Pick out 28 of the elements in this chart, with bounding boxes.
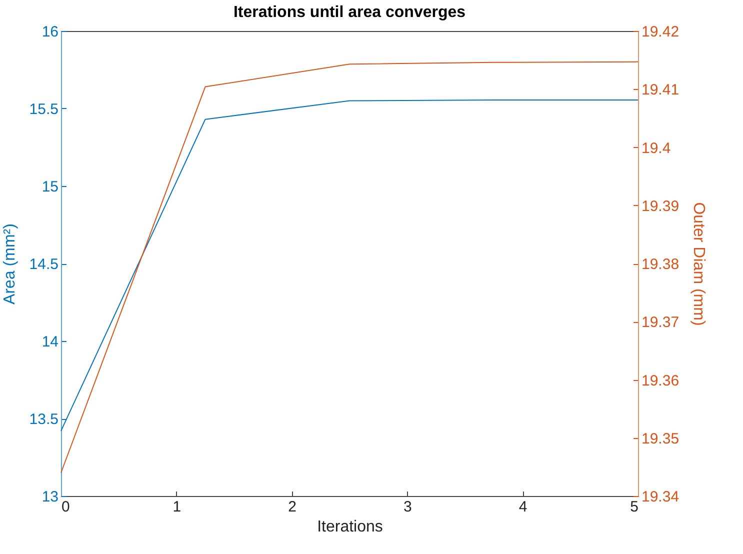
- x-tick-label: 4: [518, 498, 528, 516]
- y-tick-label: 13: [42, 488, 58, 506]
- y-tick-label: 14.5: [29, 256, 58, 273]
- y-tick-label: 15: [42, 178, 58, 196]
- y2-tick-label: 19.41: [642, 82, 680, 99]
- x-tick-label: 0: [62, 498, 70, 516]
- x-tick-label: 5: [630, 498, 638, 516]
- y2-tick-label: 19.39: [642, 198, 680, 215]
- y2-tick-label: 19.36: [642, 372, 680, 390]
- y-tick-label: 14: [42, 334, 58, 350]
- y-axis-title: Area (mm²): [1, 224, 18, 304]
- y-tick-label: 13.5: [29, 411, 58, 428]
- x-axis-title: Iterations: [317, 518, 383, 536]
- line-series: [60, 61, 638, 474]
- y2-tick-label: 19.34: [642, 488, 680, 506]
- y2-tick-label: 19.35: [642, 430, 680, 448]
- line-series: [60, 99, 638, 432]
- y-tick-label: 15.5: [29, 101, 58, 118]
- y2-axis-title: Outer Diam (mm): [690, 202, 708, 326]
- x-tick-label: 1: [172, 498, 182, 516]
- y2-tick-label: 19.42: [642, 24, 680, 40]
- x-tick-label: 3: [404, 498, 412, 516]
- y2-tick-label: 19.38: [642, 256, 680, 273]
- chart-title: Iterations until area converges: [233, 4, 466, 21]
- y2-tick-label: 19.4: [642, 140, 671, 157]
- x-tick-label: 2: [288, 498, 296, 516]
- y-tick-label: 16: [42, 24, 58, 40]
- y2-tick-label: 19.37: [642, 314, 680, 332]
